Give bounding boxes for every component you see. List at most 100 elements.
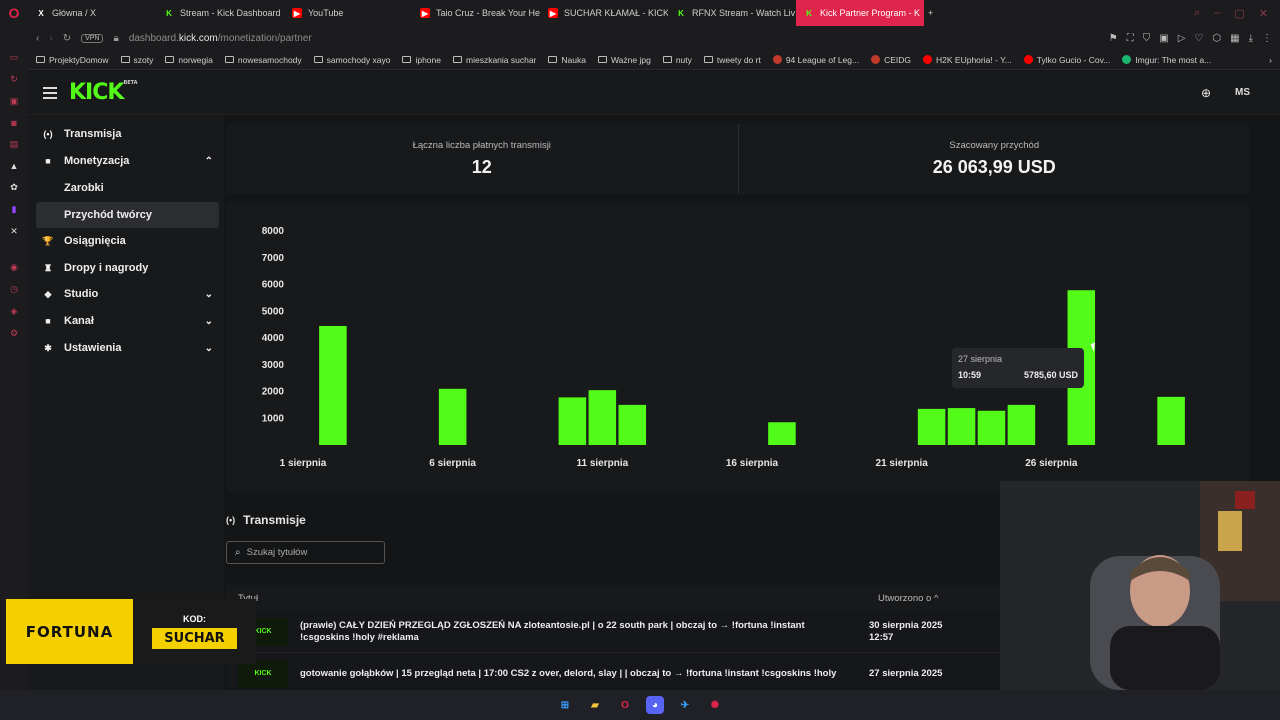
bookmark-item[interactable]: samochody xayo <box>313 55 390 65</box>
sidepanel-aria-icon[interactable]: ▲ <box>9 161 19 171</box>
bookmark-item[interactable]: ProjektyDomow <box>36 55 109 65</box>
bookmark-item[interactable]: Imgur: The most a... <box>1122 55 1211 65</box>
vpn-badge[interactable]: VPN <box>81 33 104 43</box>
table-row[interactable]: KICK gotowanie gołąbków | 15 przegląd net… <box>226 653 1006 690</box>
box-icon[interactable]: ▦ <box>1230 32 1240 44</box>
avatar[interactable]: MS <box>1235 87 1250 98</box>
col-created[interactable]: Utworzono o ^ <box>878 592 939 604</box>
chart-bar[interactable] <box>1157 396 1185 445</box>
sidebar-item-studio[interactable]: ◆ Studio ⌄ <box>36 281 219 307</box>
extensions-icon[interactable]: ⬡ <box>1212 32 1222 44</box>
bookmark-item[interactable]: szoty <box>120 55 153 65</box>
opera-taskbar-icon[interactable]: O <box>621 699 629 711</box>
chart-bar[interactable] <box>438 388 467 445</box>
bookmark-item[interactable]: norwegia <box>165 55 213 65</box>
browser-tab[interactable]: K Stream - Kick Dashboard <box>156 0 284 26</box>
sidebar-item-przychód-twórcy[interactable]: Przychód twórcy <box>36 202 219 228</box>
messenger-icon[interactable]: ✈ <box>680 699 690 711</box>
shield-icon[interactable]: ⛉ <box>1142 32 1151 44</box>
sidepanel-chatgpt-icon[interactable]: ✿ <box>10 182 18 192</box>
chart-bar[interactable] <box>588 390 617 445</box>
bookmark-item[interactable]: Ważne jpg <box>597 55 651 65</box>
sidepanel-twitch-icon[interactable]: ▮ <box>11 204 17 214</box>
menu-burger-icon[interactable] <box>43 86 57 99</box>
sidepanel-player-icon[interactable]: ◉ <box>10 262 18 272</box>
search-box[interactable]: ⌕ <box>226 541 385 564</box>
bookmark-item[interactable]: Tylko Gucio - Cov... <box>1023 55 1110 65</box>
sidepanel-flow-icon[interactable]: ◈ <box>10 306 18 316</box>
sidebar-item-transmisja[interactable]: (•) Transmisja <box>36 121 219 147</box>
url-field[interactable]: dashboard.kick.com/monetization/partner <box>128 32 312 44</box>
sidepanel-settings-icon[interactable]: ⚙ <box>9 328 19 338</box>
bookmark-item[interactable]: Nauka <box>548 55 586 65</box>
chart-bar[interactable] <box>977 410 1006 445</box>
discord-icon[interactable]: ◕ <box>646 696 664 714</box>
bookmark-icon[interactable]: ⚑ <box>1108 32 1118 44</box>
browser-tab[interactable]: ▶ Taio Cruz - Break Your He <box>412 0 540 26</box>
bookmark-item[interactable]: nowesamochody <box>224 55 302 65</box>
browser-tab[interactable]: ▶ YouTube <box>284 0 412 26</box>
chart-bar[interactable] <box>947 408 976 445</box>
bookmark-item[interactable]: tweety do rt <box>703 55 761 65</box>
download-icon[interactable]: ⤓ <box>1248 32 1253 44</box>
chevron-up-icon[interactable]: ⌃ <box>204 155 213 167</box>
chart-bar[interactable] <box>558 397 587 445</box>
close-window-icon[interactable]: ✕ <box>1258 7 1268 20</box>
table-row[interactable]: KICK (prawie) CAŁY DZIEŃ PRZEGLĄD ZGŁOSZE… <box>226 611 1006 653</box>
reload-icon[interactable]: ↻ <box>62 32 72 44</box>
bookmark-item[interactable]: CEIDG <box>871 55 911 65</box>
chevron-down-icon[interactable]: ⌄ <box>204 288 213 300</box>
sidepanel-mail-icon[interactable]: ▤ <box>9 139 19 149</box>
bookmark-item[interactable]: 94 League of Leg... <box>772 55 859 65</box>
minimize-icon[interactable]: – <box>1214 6 1221 19</box>
chart-bar[interactable] <box>618 404 647 445</box>
maximize-icon[interactable]: ▢ <box>1234 7 1245 20</box>
sidebar-item-dropy-i-nagrody[interactable]: ♜ Dropy i nagrody <box>36 255 219 281</box>
file-explorer-icon[interactable]: ▰ <box>591 699 599 711</box>
browser-tab[interactable]: K Kick Partner Program - K <box>796 0 924 26</box>
chart-bar[interactable] <box>1007 404 1036 445</box>
windows-start-icon[interactable]: ⊞ <box>560 699 570 711</box>
sidepanel-bag-icon[interactable]: ▣ <box>9 96 19 106</box>
opera-logo-icon[interactable]: O <box>8 5 20 21</box>
app-icon[interactable]: ✺ <box>710 699 720 711</box>
browser-tab[interactable]: K RFNX Stream - Watch Liv <box>668 0 796 26</box>
menu-icon[interactable]: ⋮ <box>1262 32 1272 44</box>
play-icon[interactable]: ▷ <box>1177 32 1186 44</box>
new-tab-button[interactable]: + <box>928 8 934 18</box>
sidepanel-history-icon[interactable]: ↻ <box>10 74 18 84</box>
sidebar-item-osiągnięcia[interactable]: 🏆 Osiągnięcia <box>36 228 219 254</box>
chart-bar[interactable] <box>917 408 946 445</box>
chevron-down-icon[interactable]: ⌄ <box>204 342 213 354</box>
heart-icon[interactable]: ♡ <box>1194 32 1204 44</box>
search-input[interactable] <box>246 547 377 558</box>
stream-thumbnail[interactable]: KICK <box>238 659 288 688</box>
wallet-icon[interactable]: ▣ <box>1159 32 1169 44</box>
bookmark-item[interactable]: nuty <box>662 55 692 65</box>
bookmark-item[interactable]: mieszkania suchar <box>453 55 536 65</box>
bookmark-item[interactable]: H2K EUphoria! - Y... <box>923 55 1012 65</box>
sidepanel-messenger-icon[interactable]: ◙ <box>11 118 17 128</box>
browser-tab[interactable]: ▶ SUCHAR KŁAMAŁ - KICK <box>540 0 668 26</box>
bookmarks-more-icon[interactable]: › <box>1269 54 1272 65</box>
sidebar-item-ustawienia[interactable]: ✱ Ustawienia ⌄ <box>36 335 219 361</box>
snapshot-icon[interactable]: ⛶ <box>1126 32 1134 44</box>
notifications-icon[interactable]: ⊕ <box>1200 85 1211 100</box>
bookmark-item[interactable]: iphone <box>402 55 441 65</box>
sidebar-item-kanał[interactable]: ■ Kanał ⌄ <box>36 308 219 334</box>
kick-logo[interactable]: KICKBETA <box>69 80 138 105</box>
col-title[interactable]: Tytuł <box>238 592 259 604</box>
chevron-down-icon[interactable]: ⌄ <box>204 315 213 327</box>
folder-icon <box>165 56 175 63</box>
browser-tab[interactable]: X Główna / X <box>28 0 156 26</box>
sidepanel-x-icon[interactable]: ✕ <box>10 226 18 236</box>
sidebar-item-zarobki[interactable]: Zarobki <box>36 175 219 201</box>
back-icon[interactable]: ‹ <box>36 32 40 44</box>
search-tabs-icon[interactable]: ⌕ <box>1194 6 1201 19</box>
sidepanel-home-icon[interactable]: ▭ <box>9 52 19 62</box>
sidepanel-clock-icon[interactable]: ◷ <box>10 284 18 294</box>
chart-bar[interactable] <box>768 422 796 445</box>
forward-icon[interactable]: › <box>49 32 53 44</box>
chart-bar[interactable] <box>319 325 347 445</box>
sidebar-item-monetyzacja[interactable]: ■ Monetyzacja ⌃ <box>36 148 219 174</box>
